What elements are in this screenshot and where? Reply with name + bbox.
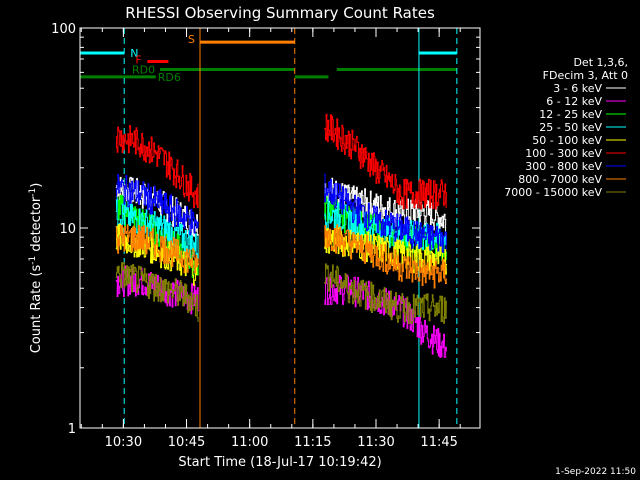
timestamp: 1-Sep-2022 11:50	[555, 467, 636, 477]
legend-header: Det 1,3,6,	[573, 56, 628, 69]
series-line	[324, 273, 447, 358]
flag-label: RD0	[132, 64, 155, 77]
y-label-mid: detector	[29, 196, 44, 256]
legend-entry-label: 800 - 7000 keV	[518, 173, 602, 186]
legend-entry-label: 3 - 6 keV	[553, 82, 602, 95]
series-line	[323, 113, 447, 210]
flag-label: F	[135, 53, 141, 66]
legend-entry-label: 6 - 12 keV	[546, 95, 602, 108]
x-tick-label: 10:45	[168, 435, 205, 450]
y-tick-label: 100	[51, 22, 76, 37]
legend-entry-label: 7000 - 15000 keV	[504, 186, 602, 199]
data-series	[115, 113, 447, 358]
y-axis-label: Count Rate (s-1 detector-1)	[28, 183, 44, 354]
y-label-sup2: -1	[28, 188, 38, 197]
x-tick-label: 11:00	[231, 435, 268, 450]
series-line	[115, 224, 199, 274]
x-tick-label: 11:45	[420, 435, 457, 450]
flag-label: RD6	[158, 71, 181, 84]
y-label-prefix: Count Rate (s	[29, 265, 44, 354]
y-label-sup: -1	[28, 256, 38, 265]
axes: 1 10 100 10:30 10:45 11:00 11:15 11:30 11:45	[51, 22, 481, 450]
x-tick-label: 10:30	[105, 435, 142, 450]
series-line	[324, 173, 447, 253]
x-tick-label: 11:15	[294, 435, 331, 450]
legend-entry-label: 12 - 25 keV	[539, 108, 602, 121]
legend-entry-label: 50 - 100 keV	[532, 134, 602, 147]
series-line	[323, 263, 447, 325]
legend-header: FDecim 3, Att 0	[543, 69, 628, 82]
series-line	[115, 262, 199, 322]
legend-entry-label: 300 - 800 keV	[525, 160, 602, 173]
chart-title: RHESSI Observing Summary Count Rates	[125, 4, 435, 22]
legend-entry-label: 25 - 50 keV	[539, 121, 602, 134]
legend-entry-label: 100 - 300 keV	[525, 147, 602, 160]
series-line	[115, 125, 199, 209]
y-label-suffix: )	[29, 183, 44, 188]
series-line	[324, 224, 447, 289]
y-tick-label: 10	[59, 222, 76, 237]
series-line	[115, 173, 199, 236]
y-tick-label: 1	[68, 422, 76, 437]
series-line	[115, 198, 199, 259]
x-axis-label: Start Time (18-Jul-17 10:19:42)	[178, 455, 381, 470]
flag-label: N	[130, 47, 138, 60]
flag-label: S	[188, 33, 195, 46]
x-tick-label: 11:30	[357, 435, 394, 450]
